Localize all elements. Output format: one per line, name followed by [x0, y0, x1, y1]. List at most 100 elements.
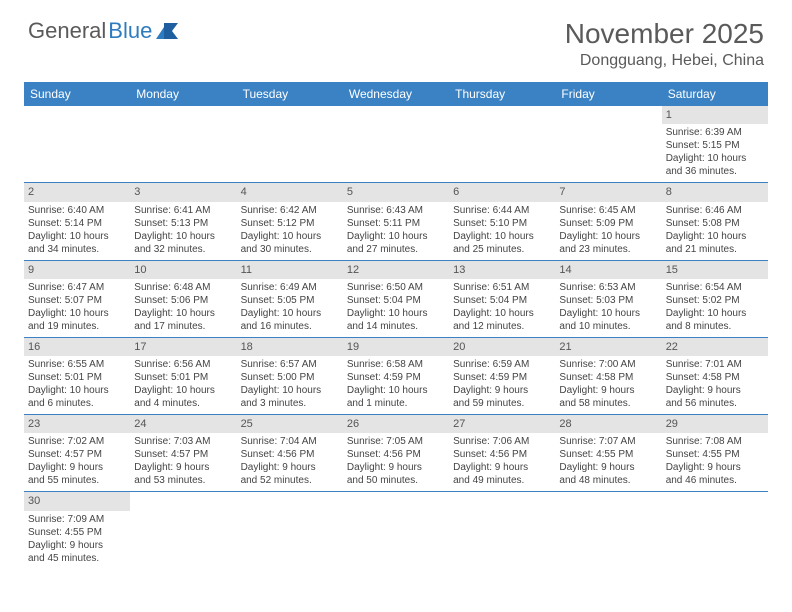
sunrise-text: Sunrise: 7:09 AM [28, 513, 126, 526]
daylight-text: Daylight: 10 hours [134, 230, 232, 243]
daylight-text: and 14 minutes. [347, 320, 445, 333]
calendar-cell: 7Sunrise: 6:45 AMSunset: 5:09 PMDaylight… [555, 183, 661, 259]
day-number: 16 [24, 338, 130, 356]
calendar-cell [24, 106, 130, 182]
sunset-text: Sunset: 5:01 PM [134, 371, 232, 384]
daylight-text: Daylight: 10 hours [134, 307, 232, 320]
daylight-text: Daylight: 9 hours [559, 461, 657, 474]
sunrise-text: Sunrise: 6:48 AM [134, 281, 232, 294]
calendar-cell [555, 492, 661, 568]
sunrise-text: Sunrise: 7:00 AM [559, 358, 657, 371]
day-header: Thursday [449, 82, 555, 106]
daylight-text: Daylight: 10 hours [241, 384, 339, 397]
sunset-text: Sunset: 4:58 PM [559, 371, 657, 384]
sunset-text: Sunset: 4:59 PM [453, 371, 551, 384]
sunrise-text: Sunrise: 7:07 AM [559, 435, 657, 448]
sunset-text: Sunset: 4:57 PM [134, 448, 232, 461]
sunrise-text: Sunrise: 7:01 AM [666, 358, 764, 371]
daylight-text: and 48 minutes. [559, 474, 657, 487]
daylight-text: and 3 minutes. [241, 397, 339, 410]
calendar-week: 2Sunrise: 6:40 AMSunset: 5:14 PMDaylight… [24, 183, 768, 260]
sunrise-text: Sunrise: 7:06 AM [453, 435, 551, 448]
day-number: 30 [24, 492, 130, 510]
calendar-cell: 4Sunrise: 6:42 AMSunset: 5:12 PMDaylight… [237, 183, 343, 259]
calendar-cell: 3Sunrise: 6:41 AMSunset: 5:13 PMDaylight… [130, 183, 236, 259]
day-number: 23 [24, 415, 130, 433]
day-header: Tuesday [237, 82, 343, 106]
day-number: 4 [237, 183, 343, 201]
sunset-text: Sunset: 5:12 PM [241, 217, 339, 230]
sunrise-text: Sunrise: 6:45 AM [559, 204, 657, 217]
sunrise-text: Sunrise: 6:59 AM [453, 358, 551, 371]
calendar-cell: 12Sunrise: 6:50 AMSunset: 5:04 PMDayligh… [343, 261, 449, 337]
daylight-text: Daylight: 9 hours [453, 461, 551, 474]
daylight-text: Daylight: 10 hours [134, 384, 232, 397]
sunrise-text: Sunrise: 6:51 AM [453, 281, 551, 294]
sunrise-text: Sunrise: 6:54 AM [666, 281, 764, 294]
daylight-text: Daylight: 10 hours [347, 230, 445, 243]
calendar-cell: 27Sunrise: 7:06 AMSunset: 4:56 PMDayligh… [449, 415, 555, 491]
daylight-text: Daylight: 9 hours [134, 461, 232, 474]
sunset-text: Sunset: 5:07 PM [28, 294, 126, 307]
daylight-text: Daylight: 10 hours [241, 230, 339, 243]
calendar-cell: 20Sunrise: 6:59 AMSunset: 4:59 PMDayligh… [449, 338, 555, 414]
sunset-text: Sunset: 5:04 PM [347, 294, 445, 307]
daylight-text: and 23 minutes. [559, 243, 657, 256]
daylight-text: and 1 minute. [347, 397, 445, 410]
calendar-cell [662, 492, 768, 568]
sunrise-text: Sunrise: 7:05 AM [347, 435, 445, 448]
day-header: Friday [555, 82, 661, 106]
calendar: Sunday Monday Tuesday Wednesday Thursday… [24, 82, 768, 569]
calendar-cell: 29Sunrise: 7:08 AMSunset: 4:55 PMDayligh… [662, 415, 768, 491]
sunrise-text: Sunrise: 6:50 AM [347, 281, 445, 294]
brand-part2: Blue [108, 18, 152, 44]
sunrise-text: Sunrise: 6:47 AM [28, 281, 126, 294]
calendar-cell: 16Sunrise: 6:55 AMSunset: 5:01 PMDayligh… [24, 338, 130, 414]
title-block: November 2025 Dongguang, Hebei, China [565, 18, 764, 70]
calendar-cell: 21Sunrise: 7:00 AMSunset: 4:58 PMDayligh… [555, 338, 661, 414]
calendar-week: 1Sunrise: 6:39 AMSunset: 5:15 PMDaylight… [24, 106, 768, 183]
day-number: 24 [130, 415, 236, 433]
calendar-week: 9Sunrise: 6:47 AMSunset: 5:07 PMDaylight… [24, 261, 768, 338]
sunrise-text: Sunrise: 6:55 AM [28, 358, 126, 371]
sunrise-text: Sunrise: 6:56 AM [134, 358, 232, 371]
daylight-text: and 25 minutes. [453, 243, 551, 256]
sunset-text: Sunset: 5:11 PM [347, 217, 445, 230]
day-number: 28 [555, 415, 661, 433]
daylight-text: Daylight: 9 hours [559, 384, 657, 397]
daylight-text: and 4 minutes. [134, 397, 232, 410]
daylight-text: and 58 minutes. [559, 397, 657, 410]
day-number: 1 [662, 106, 768, 124]
calendar-cell: 9Sunrise: 6:47 AMSunset: 5:07 PMDaylight… [24, 261, 130, 337]
sunset-text: Sunset: 4:55 PM [28, 526, 126, 539]
sunset-text: Sunset: 5:03 PM [559, 294, 657, 307]
daylight-text: Daylight: 9 hours [666, 461, 764, 474]
calendar-cell: 22Sunrise: 7:01 AMSunset: 4:58 PMDayligh… [662, 338, 768, 414]
daylight-text: Daylight: 10 hours [666, 307, 764, 320]
daylight-text: and 32 minutes. [134, 243, 232, 256]
daylight-text: Daylight: 9 hours [241, 461, 339, 474]
daylight-text: and 46 minutes. [666, 474, 764, 487]
calendar-week: 23Sunrise: 7:02 AMSunset: 4:57 PMDayligh… [24, 415, 768, 492]
day-number: 22 [662, 338, 768, 356]
day-number: 20 [449, 338, 555, 356]
sunset-text: Sunset: 4:56 PM [241, 448, 339, 461]
day-header: Wednesday [343, 82, 449, 106]
daylight-text: and 55 minutes. [28, 474, 126, 487]
day-number: 3 [130, 183, 236, 201]
daylight-text: and 21 minutes. [666, 243, 764, 256]
calendar-cell [343, 492, 449, 568]
daylight-text: and 34 minutes. [28, 243, 126, 256]
sunrise-text: Sunrise: 7:02 AM [28, 435, 126, 448]
daylight-text: Daylight: 10 hours [347, 384, 445, 397]
daylight-text: Daylight: 10 hours [28, 230, 126, 243]
daylight-text: and 16 minutes. [241, 320, 339, 333]
daylight-text: Daylight: 10 hours [559, 307, 657, 320]
sunset-text: Sunset: 5:00 PM [241, 371, 339, 384]
calendar-cell [449, 492, 555, 568]
calendar-cell: 10Sunrise: 6:48 AMSunset: 5:06 PMDayligh… [130, 261, 236, 337]
sunrise-text: Sunrise: 6:57 AM [241, 358, 339, 371]
sunset-text: Sunset: 5:08 PM [666, 217, 764, 230]
calendar-cell: 1Sunrise: 6:39 AMSunset: 5:15 PMDaylight… [662, 106, 768, 182]
calendar-cell: 24Sunrise: 7:03 AMSunset: 4:57 PMDayligh… [130, 415, 236, 491]
